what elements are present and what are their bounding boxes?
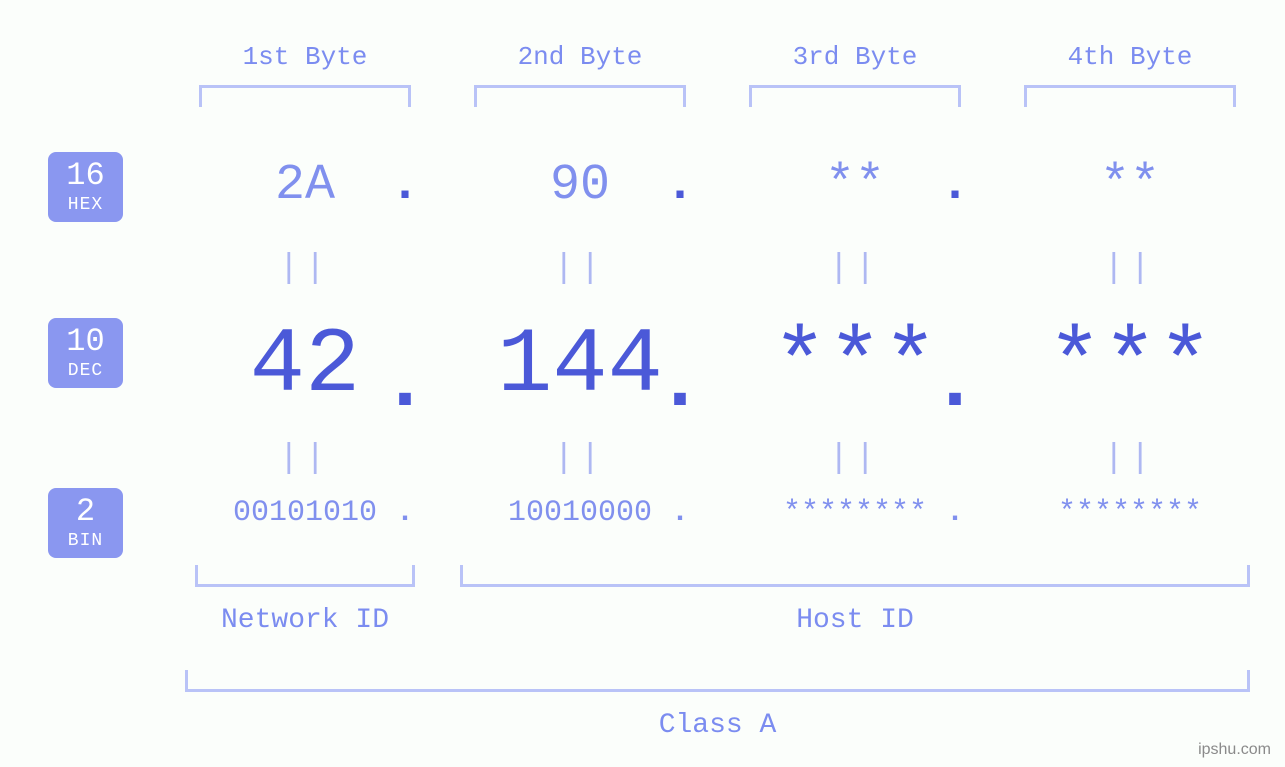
equals-1-3: || [725, 250, 985, 288]
base-txt-bin: BIN [68, 532, 103, 550]
equals-2-3: || [725, 440, 985, 478]
top-bracket-4 [1024, 85, 1236, 107]
dec-dot-2: . [660, 328, 700, 438]
base-txt-dec: DEC [68, 362, 103, 380]
base-num-bin: 2 [76, 496, 95, 528]
top-bracket-2 [474, 85, 686, 107]
watermark: ipshu.com [1198, 741, 1271, 759]
base-num-dec: 10 [66, 326, 104, 358]
byte-header-1: 1st Byte [175, 42, 435, 72]
byte-header-2: 2nd Byte [450, 42, 710, 72]
base-num-hex: 16 [66, 160, 104, 192]
bin-dot-2: . [660, 495, 700, 531]
byte-header-4: 4th Byte [1000, 42, 1260, 72]
bin-dot-3: . [935, 495, 975, 531]
ip-diagram: 16 HEX 10 DEC 2 BIN 1st Byte 2nd Byte 3r… [0, 0, 1285, 767]
base-txt-hex: HEX [68, 196, 103, 214]
bracket-class [185, 670, 1250, 692]
equals-2-1: || [175, 440, 435, 478]
host-id-label: Host ID [450, 605, 1260, 636]
dec-dot-1: . [385, 328, 425, 438]
equals-2-2: || [450, 440, 710, 478]
equals-1-1: || [175, 250, 435, 288]
equals-2-4: || [1000, 440, 1260, 478]
bin-dot-1: . [385, 495, 425, 531]
bin-byte-4: ******** [1000, 495, 1260, 531]
hex-dot-3: . [935, 155, 975, 215]
hex-byte-4: ** [1000, 155, 1260, 215]
hex-dot-1: . [385, 155, 425, 215]
bracket-network-id [195, 565, 415, 587]
top-bracket-3 [749, 85, 961, 107]
dec-byte-3: *** [1000, 310, 1260, 420]
hex-dot-2: . [660, 155, 700, 215]
equals-1-2: || [450, 250, 710, 288]
base-badge-hex: 16 HEX [48, 152, 123, 222]
base-badge-bin: 2 BIN [48, 488, 123, 558]
network-id-label: Network ID [175, 605, 435, 636]
byte-header-3: 3rd Byte [725, 42, 985, 72]
base-badge-dec: 10 DEC [48, 318, 123, 388]
bracket-host-id [460, 565, 1250, 587]
dec-dot-3: . [935, 328, 975, 438]
equals-1-4: || [1000, 250, 1260, 288]
class-label: Class A [175, 710, 1260, 741]
top-bracket-1 [199, 85, 411, 107]
